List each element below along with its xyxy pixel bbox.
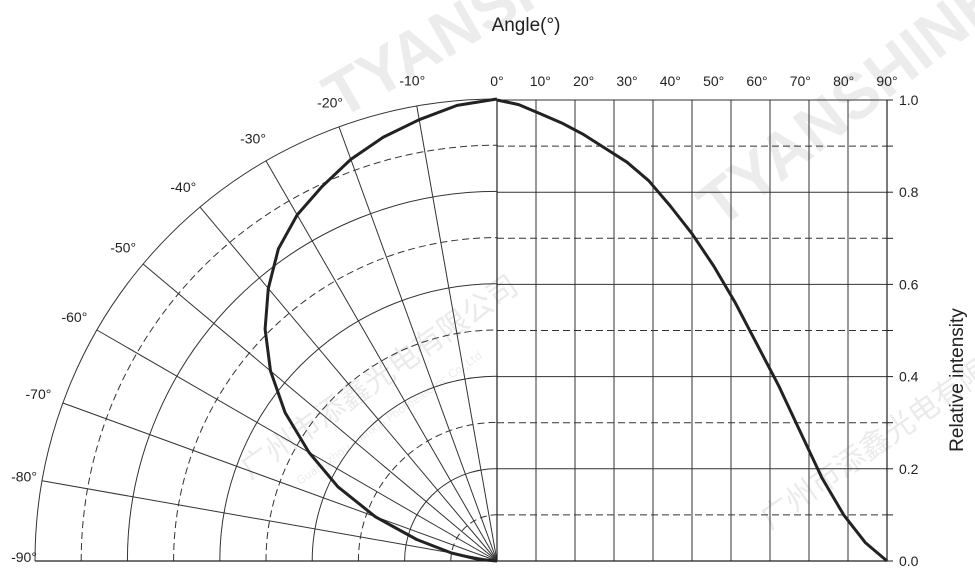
cartesian-grid — [497, 99, 887, 561]
polar-radial-line — [199, 206, 498, 562]
polar-tick-label: -40° — [170, 179, 196, 195]
polar-radial-line — [41, 480, 498, 562]
polar-tick-label: -30° — [240, 130, 266, 146]
polar-arc — [80, 144, 498, 562]
polar-arc — [34, 98, 498, 562]
polar-tick-label: -60° — [61, 309, 87, 325]
polar-tick-label: -90° — [11, 549, 37, 565]
y-tick-label: 0.8 — [899, 184, 919, 200]
intensity-curve-polar — [263, 97, 498, 563]
x-tick-label: 60° — [746, 73, 767, 89]
polar-tick-label: -10° — [399, 72, 425, 88]
polar-tick-label: -70° — [26, 386, 52, 402]
x-tick-label: 50° — [703, 73, 724, 89]
polar-radial-line — [142, 263, 498, 562]
watermark-brand: TYANSHINE — [684, 0, 975, 241]
axes — [35, 99, 893, 562]
x-tick-label: 20° — [573, 73, 594, 89]
polar-radial-line — [265, 160, 498, 562]
x-tick-label: 70° — [790, 73, 811, 89]
polar-arc — [126, 190, 498, 562]
y-tick-label: 0.2 — [899, 461, 919, 477]
polar-radial-line — [338, 126, 498, 562]
polar-radial-line — [96, 329, 498, 562]
polar-arc — [219, 283, 498, 562]
polar-radial-line — [416, 105, 498, 562]
polar-tick-label: -80° — [11, 468, 37, 484]
polar-arc — [311, 375, 498, 562]
x-tick-label: 90° — [876, 73, 897, 89]
polar-arc — [173, 237, 498, 562]
x-tick-label: 0° — [490, 73, 503, 89]
y-tick-label: 0.6 — [899, 276, 919, 292]
watermark-company-cn: 广州市添鑫光电有限公司 — [755, 319, 975, 537]
polar-arc — [265, 329, 498, 562]
data-curves — [263, 97, 888, 563]
watermark-brand: TYANSHINE — [311, 0, 662, 132]
x-axis-title: Angle(°) — [492, 15, 561, 36]
y-tick-label: 0.4 — [899, 369, 919, 385]
y-tick-label: 1.0 — [899, 92, 919, 108]
y-axis-title: Relative intensity — [947, 308, 968, 452]
intensity-curve-cartesian — [496, 98, 888, 563]
polar-arc — [450, 514, 498, 562]
x-tick-label: 80° — [833, 73, 854, 89]
x-tick-label: 40° — [660, 73, 681, 89]
x-tick-label: 30° — [616, 73, 637, 89]
polar-arc — [357, 421, 498, 562]
polar-tick-label: -50° — [110, 239, 136, 255]
polar-arc — [404, 468, 498, 562]
polar-radial-line — [62, 402, 498, 562]
y-tick-label: 0.0 — [899, 553, 919, 569]
polar-tick-label: -20° — [317, 94, 343, 110]
x-tick-label: 10° — [530, 73, 551, 89]
tick-labels: 0° 10° 20° 30° 40° 50° 60° 70° 80° 90° 0.0 0.2 0.4 0.… — [11, 72, 919, 569]
